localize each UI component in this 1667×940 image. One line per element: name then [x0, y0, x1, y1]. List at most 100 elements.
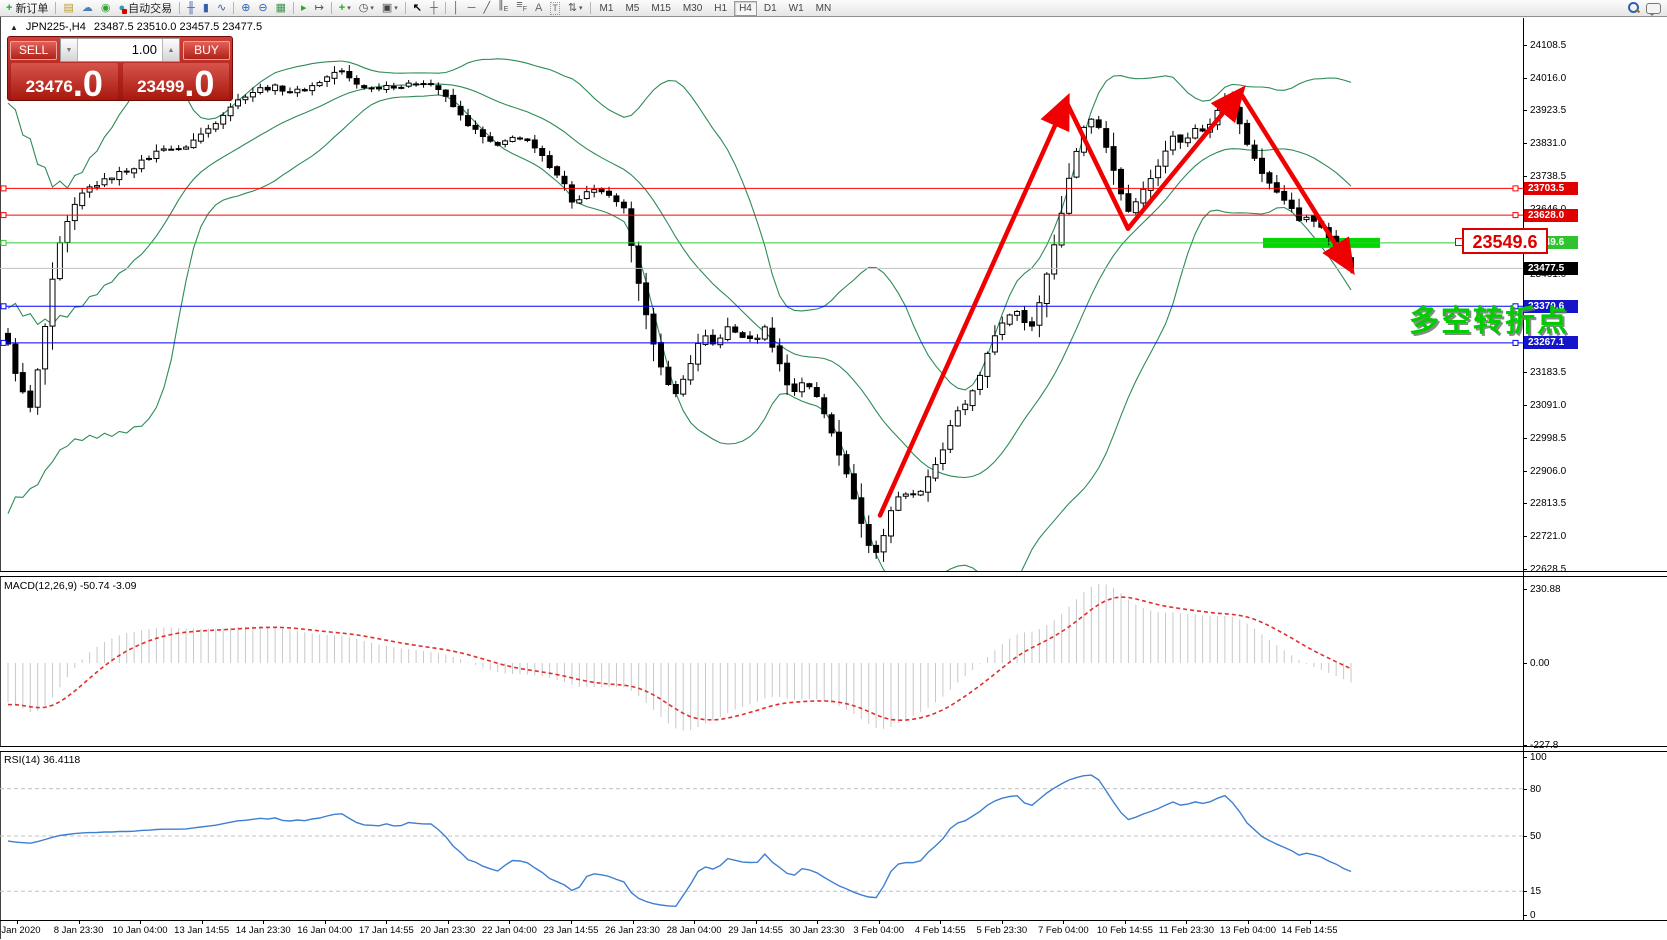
text-button[interactable]: A: [531, 0, 546, 17]
zoom-out-button[interactable]: ⊖: [254, 0, 271, 17]
tile-windows-button[interactable]: ▦: [272, 0, 290, 17]
periods-clock-icon: ◷: [358, 1, 369, 14]
one-click-trading-panel: SELL ▼ 1.00 ▲ BUY 23476.0 23499.0: [7, 36, 233, 104]
buy-price-pip: .0: [184, 63, 215, 104]
price-callout-box[interactable]: 23549.6: [1462, 228, 1548, 254]
timeframe-m5[interactable]: M5: [625, 2, 640, 14]
ohlc-values: 23487.5 23510.0 23457.5 23477.5: [93, 21, 263, 33]
cursor-button[interactable]: ↖: [409, 0, 426, 17]
text-label-button[interactable]: T: [546, 0, 564, 17]
time-tick: [386, 921, 388, 924]
macd-pane-canvas[interactable]: [0, 576, 1523, 746]
trend-line-button[interactable]: ╱: [479, 0, 494, 17]
candlestick-chart-icon: ▮: [202, 1, 209, 14]
timeframe-m15[interactable]: M15: [651, 2, 671, 14]
timeframe-mn[interactable]: MN: [815, 2, 832, 14]
time-label: 13 Feb 04:00: [1220, 925, 1276, 936]
time-label: 23 Jan 14:55: [543, 925, 599, 936]
time-label: 30 Jan 23:30: [789, 925, 845, 936]
auto-scroll-button[interactable]: ▸: [297, 0, 311, 17]
volume-increase-button[interactable]: ▲: [162, 39, 179, 61]
price-tick: [1523, 77, 1527, 79]
zoom-in-button[interactable]: ⊕: [237, 0, 254, 17]
time-tick: [1001, 921, 1003, 924]
templates-button[interactable]: ▣ ▾: [378, 0, 402, 17]
timeframe-w1[interactable]: W1: [788, 2, 804, 14]
time-label: 13 Jan 14:55: [174, 925, 230, 936]
auto-trading-button[interactable]: ● 自动交易: [114, 0, 176, 17]
new-order-icon: +: [6, 1, 13, 14]
volume-decrease-button[interactable]: ▼: [61, 39, 78, 61]
vertical-line-button[interactable]: │: [449, 0, 464, 17]
periods-button[interactable]: ◷ ▾: [355, 0, 378, 17]
rsi-scale-tick: [1523, 891, 1527, 893]
price-tick: [1523, 503, 1527, 505]
arrows-button[interactable]: ⇅ ▾: [564, 0, 587, 17]
separator: [444, 2, 446, 14]
cursor-icon: ↖: [412, 1, 422, 14]
macd-scale-label: 0.00: [1530, 658, 1550, 669]
timeframe-group: M1 M5 M15 M30 H1 H4 D1 W1 MN: [594, 0, 838, 16]
time-label: 26 Jan 23:30: [605, 925, 660, 936]
time-tick: [570, 921, 572, 924]
timeframe-h1[interactable]: H1: [714, 2, 728, 14]
sell-price: 23476: [25, 77, 73, 96]
buy-price-plate[interactable]: 23499.0: [122, 63, 229, 104]
chat-icon[interactable]: [1646, 2, 1661, 16]
collapse-trade-panel-icon[interactable]: ▲: [10, 22, 18, 32]
new-order-button[interactable]: + 新订单: [2, 0, 52, 17]
price-tick-label: 23831.0: [1530, 138, 1567, 150]
time-tick: [694, 921, 696, 924]
horizontal-line-icon: ─: [467, 1, 476, 14]
time-label: 14 Feb 14:55: [1281, 925, 1338, 936]
crosshair-button[interactable]: ┼: [426, 0, 442, 17]
time-label: 17 Jan 14:55: [358, 925, 414, 936]
time-tick: [509, 921, 511, 924]
volume-stepper: ▼ 1.00 ▲: [60, 38, 180, 62]
rsi-scale-label: 0: [1530, 910, 1536, 921]
time-label: 7 Feb 04:00: [1037, 925, 1089, 936]
pane-separator[interactable]: [0, 571, 1667, 577]
sell-button[interactable]: SELL: [10, 40, 57, 60]
rsi-scale-label: 100: [1530, 752, 1547, 763]
rsi-scale-tick: [1523, 836, 1527, 837]
profile-button[interactable]: ☁: [78, 0, 97, 17]
volume-value[interactable]: 1.00: [131, 42, 157, 57]
time-label: 5 Feb 23:30: [976, 925, 1028, 936]
separator: [404, 2, 406, 14]
fibonacci-button[interactable]: ≡F: [512, 0, 531, 17]
rsi-pane-canvas[interactable]: [0, 751, 1523, 920]
equidistant-channel-button[interactable]: ∥E: [494, 0, 512, 17]
price-tick-label: 22998.5: [1530, 432, 1567, 444]
sell-price-pip: .0: [72, 63, 103, 104]
bar-chart-icon: ╫: [187, 1, 195, 14]
time-axis-border: [0, 920, 1667, 921]
symbol-period-label: JPN225-,H4: [25, 21, 86, 33]
turning-point-annotation[interactable]: 多空转折点: [1409, 305, 1569, 338]
equidistant-channel-icon: ∥E: [498, 0, 509, 14]
charts-cascade-button[interactable]: ▤: [59, 0, 77, 17]
bar-chart-button[interactable]: ╫: [183, 0, 199, 17]
search-icon[interactable]: [1628, 2, 1641, 14]
timeframe-h4[interactable]: H4: [734, 0, 757, 16]
line-chart-button[interactable]: ∿: [213, 0, 230, 17]
horizontal-line-button[interactable]: ─: [464, 0, 480, 17]
timeframe-m30[interactable]: M30: [682, 2, 703, 14]
sell-price-plate[interactable]: 23476.0: [11, 63, 118, 104]
candlestick-chart-button[interactable]: ▮: [199, 0, 213, 17]
signal-button[interactable]: ◉: [97, 0, 115, 17]
chart-shift-button[interactable]: ↦: [311, 0, 328, 17]
pane-separator[interactable]: [0, 746, 1667, 752]
buy-button[interactable]: BUY: [183, 40, 230, 60]
price-badge: 23267.1: [1524, 336, 1578, 350]
timeframe-d1[interactable]: D1: [763, 2, 777, 14]
zoom-out-icon: ⊖: [258, 1, 268, 14]
macd-scale-tick: [1523, 663, 1527, 664]
price-badge: 23628.0: [1524, 208, 1578, 222]
indicators-button[interactable]: + ▾: [335, 0, 355, 17]
time-tick: [1124, 921, 1126, 924]
main-chart-canvas[interactable]: [0, 18, 1523, 572]
time-label: 14 Jan 23:30: [235, 925, 291, 936]
price-tick-label: 22813.5: [1530, 498, 1567, 510]
timeframe-m1[interactable]: M1: [599, 2, 614, 14]
